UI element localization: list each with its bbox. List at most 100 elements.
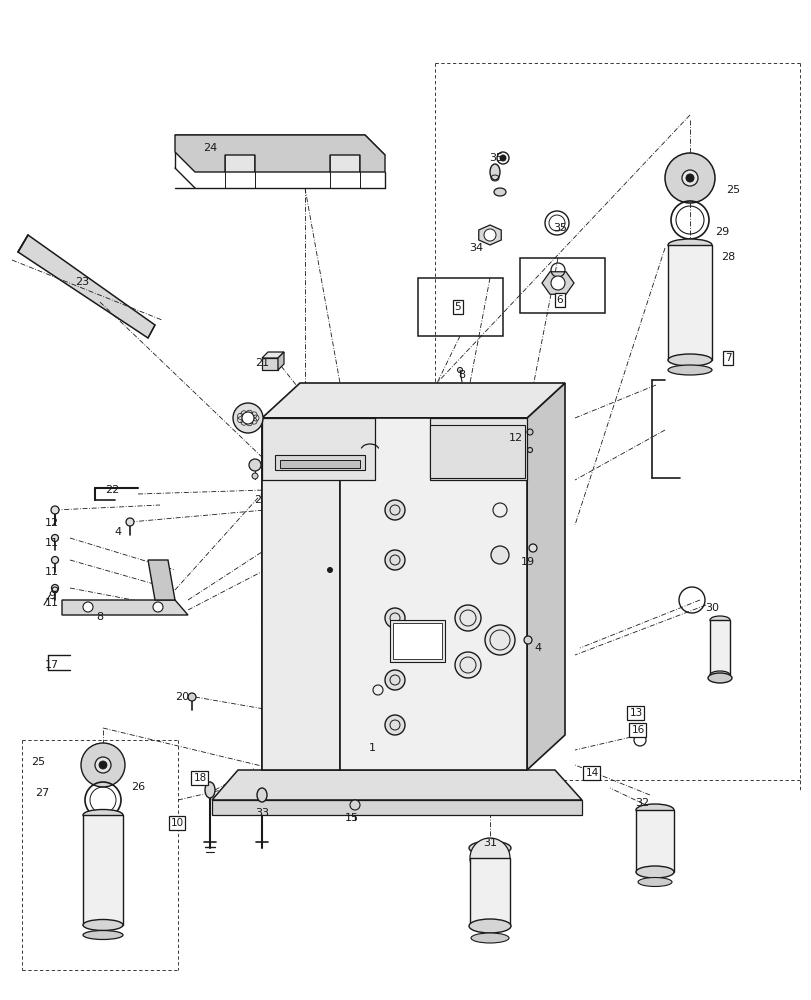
Circle shape	[384, 550, 405, 570]
Polygon shape	[175, 135, 384, 172]
Text: 26: 26	[131, 782, 145, 792]
Text: 35: 35	[552, 223, 566, 233]
Ellipse shape	[493, 188, 505, 196]
Circle shape	[251, 473, 258, 479]
Text: 7: 7	[723, 353, 731, 363]
Circle shape	[152, 602, 163, 612]
Ellipse shape	[469, 919, 510, 933]
Ellipse shape	[489, 164, 500, 180]
Polygon shape	[62, 600, 188, 615]
Polygon shape	[175, 135, 384, 172]
Text: 32: 32	[634, 798, 648, 808]
Text: 15: 15	[345, 813, 358, 823]
Circle shape	[126, 518, 134, 526]
Circle shape	[664, 153, 714, 203]
Polygon shape	[148, 560, 175, 600]
Text: 20: 20	[174, 692, 189, 702]
Text: 17: 17	[45, 660, 59, 670]
Circle shape	[99, 761, 107, 769]
Text: 4: 4	[534, 643, 541, 653]
Text: 28: 28	[720, 252, 734, 262]
Text: 29: 29	[714, 227, 728, 237]
Text: 4: 4	[114, 527, 122, 537]
Ellipse shape	[667, 365, 711, 375]
Text: 10: 10	[170, 818, 183, 828]
Ellipse shape	[469, 841, 510, 855]
Ellipse shape	[637, 878, 672, 886]
Ellipse shape	[257, 788, 267, 802]
Text: 22: 22	[105, 485, 119, 495]
Circle shape	[51, 584, 58, 591]
Text: 34: 34	[469, 243, 483, 253]
Bar	[470, 858, 509, 926]
Polygon shape	[18, 235, 155, 338]
Polygon shape	[430, 418, 526, 480]
Text: 13: 13	[629, 708, 642, 718]
Text: 24: 24	[203, 143, 217, 153]
Polygon shape	[212, 770, 581, 800]
Bar	[667, 245, 711, 360]
Ellipse shape	[83, 919, 122, 930]
Circle shape	[95, 757, 111, 773]
Polygon shape	[430, 425, 525, 478]
Polygon shape	[478, 225, 500, 245]
Ellipse shape	[709, 671, 729, 679]
Circle shape	[500, 155, 505, 161]
Text: 8: 8	[458, 370, 465, 380]
Polygon shape	[262, 383, 564, 418]
Circle shape	[551, 276, 564, 290]
Ellipse shape	[667, 354, 711, 366]
Text: 33: 33	[255, 808, 268, 818]
Circle shape	[483, 229, 496, 241]
Bar	[635, 810, 673, 872]
Text: 9: 9	[49, 591, 55, 601]
Ellipse shape	[709, 616, 729, 624]
Text: 19: 19	[521, 557, 534, 567]
Text: 21: 21	[255, 358, 268, 368]
Ellipse shape	[635, 804, 673, 816]
Circle shape	[249, 459, 260, 471]
Ellipse shape	[204, 782, 215, 798]
Polygon shape	[262, 418, 375, 480]
Circle shape	[188, 693, 195, 701]
Bar	[393, 623, 441, 659]
Circle shape	[384, 608, 405, 628]
Text: 8: 8	[97, 612, 104, 622]
Circle shape	[51, 534, 58, 542]
Circle shape	[454, 605, 480, 631]
Circle shape	[384, 500, 405, 520]
Circle shape	[523, 636, 531, 644]
Text: 31: 31	[483, 838, 496, 848]
Circle shape	[384, 670, 405, 690]
Polygon shape	[262, 418, 340, 770]
Circle shape	[685, 174, 693, 182]
Ellipse shape	[667, 239, 711, 251]
Polygon shape	[340, 418, 526, 770]
Circle shape	[484, 625, 514, 655]
Text: 12: 12	[45, 518, 59, 528]
Text: 11: 11	[45, 567, 59, 577]
Circle shape	[233, 403, 263, 433]
Ellipse shape	[83, 930, 122, 939]
Circle shape	[327, 568, 332, 572]
Bar	[389, 620, 444, 662]
Text: 11: 11	[45, 598, 59, 608]
Text: 27: 27	[35, 788, 49, 798]
Circle shape	[83, 602, 93, 612]
Text: 25: 25	[31, 757, 45, 767]
Text: 1: 1	[368, 743, 375, 753]
Polygon shape	[275, 455, 365, 470]
Text: 16: 16	[631, 725, 644, 735]
Ellipse shape	[707, 673, 731, 683]
Circle shape	[81, 743, 125, 787]
Circle shape	[528, 544, 536, 552]
Circle shape	[470, 838, 509, 878]
Circle shape	[51, 556, 58, 564]
Polygon shape	[277, 352, 284, 370]
Circle shape	[51, 506, 59, 514]
Text: 35: 35	[488, 153, 502, 163]
Text: 6: 6	[556, 295, 563, 305]
Bar	[280, 460, 359, 468]
Polygon shape	[262, 352, 284, 358]
Ellipse shape	[83, 809, 122, 820]
